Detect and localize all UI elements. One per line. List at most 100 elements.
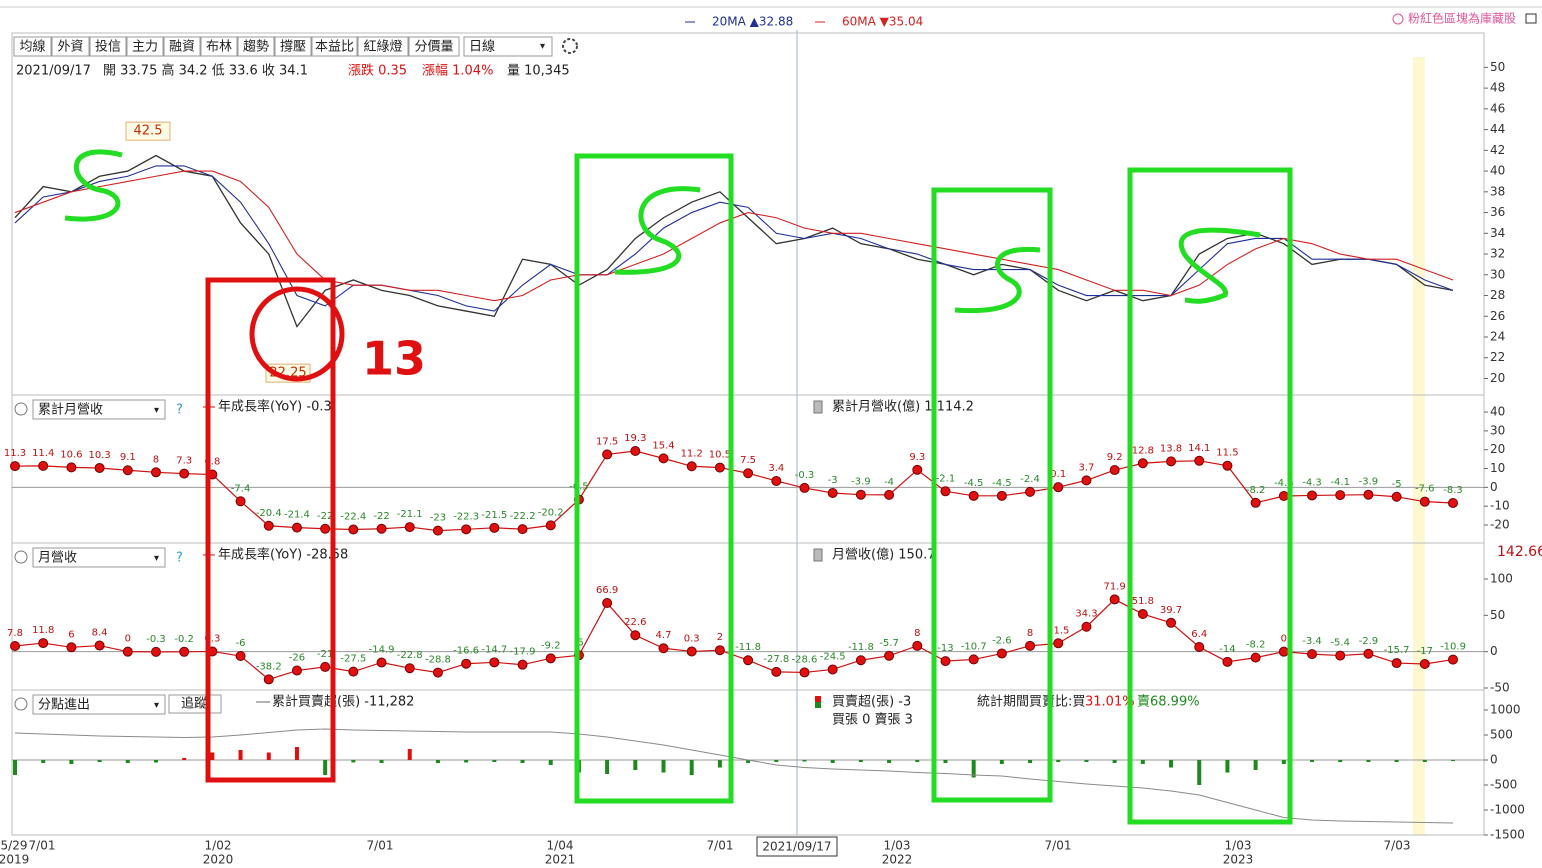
toolbar-button[interactable] — [163, 36, 201, 57]
data-label: 0 — [1281, 634, 1287, 645]
toolbar-button[interactable] — [200, 36, 238, 57]
data-label: 11.5 — [1216, 448, 1238, 459]
toolbar-button[interactable] — [51, 36, 90, 57]
y-tick-label: -500 — [1490, 778, 1517, 792]
data-point — [884, 489, 895, 500]
data-label: -5.7 — [879, 638, 899, 649]
flow-buy: 31.01% — [1085, 695, 1135, 710]
data-point — [714, 462, 725, 473]
data-point — [235, 496, 246, 507]
toolbar-button[interactable] — [13, 36, 52, 57]
x-year-label: 2019 — [0, 853, 29, 867]
data-label: -26 — [289, 653, 305, 664]
data-point — [1278, 646, 1289, 657]
data-point — [1222, 656, 1233, 667]
data-point — [771, 666, 782, 677]
net-bar — [1169, 760, 1174, 768]
top-note: 粉紅色區塊為庫藏股 — [1408, 11, 1516, 26]
net-bar — [238, 750, 243, 760]
data-point — [150, 467, 161, 478]
select-arrow: ▾ — [154, 553, 159, 564]
data-label: -38.2 — [256, 661, 282, 672]
data-point — [517, 524, 528, 535]
data-point — [38, 460, 49, 471]
info-date: 2021/09/17 — [16, 64, 91, 79]
toolbar-button[interactable] — [311, 36, 358, 57]
data-label: 51.8 — [1132, 596, 1154, 607]
data-label: 4.7 — [656, 630, 672, 641]
data-label: -27.5 — [340, 654, 366, 665]
data-point — [1391, 658, 1402, 669]
net-bar — [858, 760, 863, 762]
net-bar — [689, 760, 694, 775]
close-icon[interactable] — [14, 402, 28, 416]
close-icon[interactable] — [14, 550, 28, 564]
panel-select[interactable] — [32, 694, 166, 715]
data-label: -23 — [430, 513, 446, 524]
data-label: -11.8 — [848, 642, 874, 653]
net-bar — [1310, 760, 1315, 762]
net-bar — [1028, 760, 1033, 763]
y-tick-label: -1500 — [1490, 828, 1525, 842]
data-label: -15.7 — [1384, 645, 1410, 656]
data-point — [1109, 465, 1120, 476]
y-tick-label: 30 — [1490, 267, 1505, 281]
net-bar — [1451, 760, 1455, 761]
data-point — [940, 656, 951, 667]
lock-icon[interactable] — [1525, 13, 1537, 24]
net-bar — [717, 760, 722, 768]
net-bar — [266, 752, 271, 760]
data-point — [1166, 456, 1177, 467]
data-label: -21 — [317, 649, 333, 660]
data-point — [1335, 650, 1346, 661]
y-tick-label: -20 — [1490, 518, 1510, 532]
settings-icon[interactable] — [562, 38, 578, 54]
y-tick-label: 44 — [1490, 122, 1505, 136]
data-point — [1053, 482, 1064, 493]
panel-select[interactable] — [32, 547, 166, 568]
data-label: -3 — [828, 475, 838, 486]
data-point — [489, 657, 500, 668]
data-point — [1222, 460, 1233, 471]
y-tick-label: 10 — [1490, 461, 1505, 475]
panel-select[interactable] — [32, 399, 166, 420]
net-bar — [1140, 760, 1145, 764]
data-point — [743, 468, 754, 479]
data-label: 6.4 — [1191, 629, 1207, 640]
data-label: 9.1 — [120, 452, 136, 463]
toolbar-button[interactable] — [408, 36, 460, 57]
y-tick-label: 24 — [1490, 330, 1505, 344]
legend-swatch — [815, 696, 821, 702]
panel-select-text: 分點進出 — [38, 698, 90, 713]
data-label: -4 — [884, 477, 894, 488]
data-label: 6 — [68, 629, 74, 640]
data-label: -5.4 — [1330, 638, 1350, 649]
period-select[interactable] — [463, 36, 553, 57]
data-label: -6 — [236, 638, 246, 649]
period-text: 日線 — [469, 39, 495, 55]
select-arrow: ▾ — [154, 405, 159, 416]
data-point — [348, 524, 359, 535]
net-bar — [1394, 760, 1399, 762]
data-point — [602, 449, 613, 460]
net-bar — [97, 760, 102, 762]
toolbar-button[interactable] — [357, 36, 409, 57]
data-point — [1419, 659, 1430, 670]
close-icon[interactable] — [14, 697, 28, 711]
data-point — [404, 663, 415, 674]
toolbar-button[interactable] — [274, 36, 312, 57]
data-label: -4.5 — [964, 478, 984, 489]
highlight-band — [1413, 57, 1425, 835]
net-bar — [182, 758, 187, 760]
y-tick-label: 38 — [1490, 184, 1505, 198]
toolbar-button[interactable] — [237, 36, 275, 57]
toolbar-button[interactable] — [89, 36, 127, 57]
help-icon: ? — [176, 551, 183, 566]
toolbar-button-label: 撐壓 — [280, 40, 306, 55]
y-tick-label: 48 — [1490, 81, 1505, 95]
data-label: 6.8 — [204, 457, 220, 468]
toolbar-button[interactable] — [126, 36, 164, 57]
data-point — [1137, 458, 1148, 469]
data-point — [996, 490, 1007, 501]
net-bar — [492, 760, 497, 762]
